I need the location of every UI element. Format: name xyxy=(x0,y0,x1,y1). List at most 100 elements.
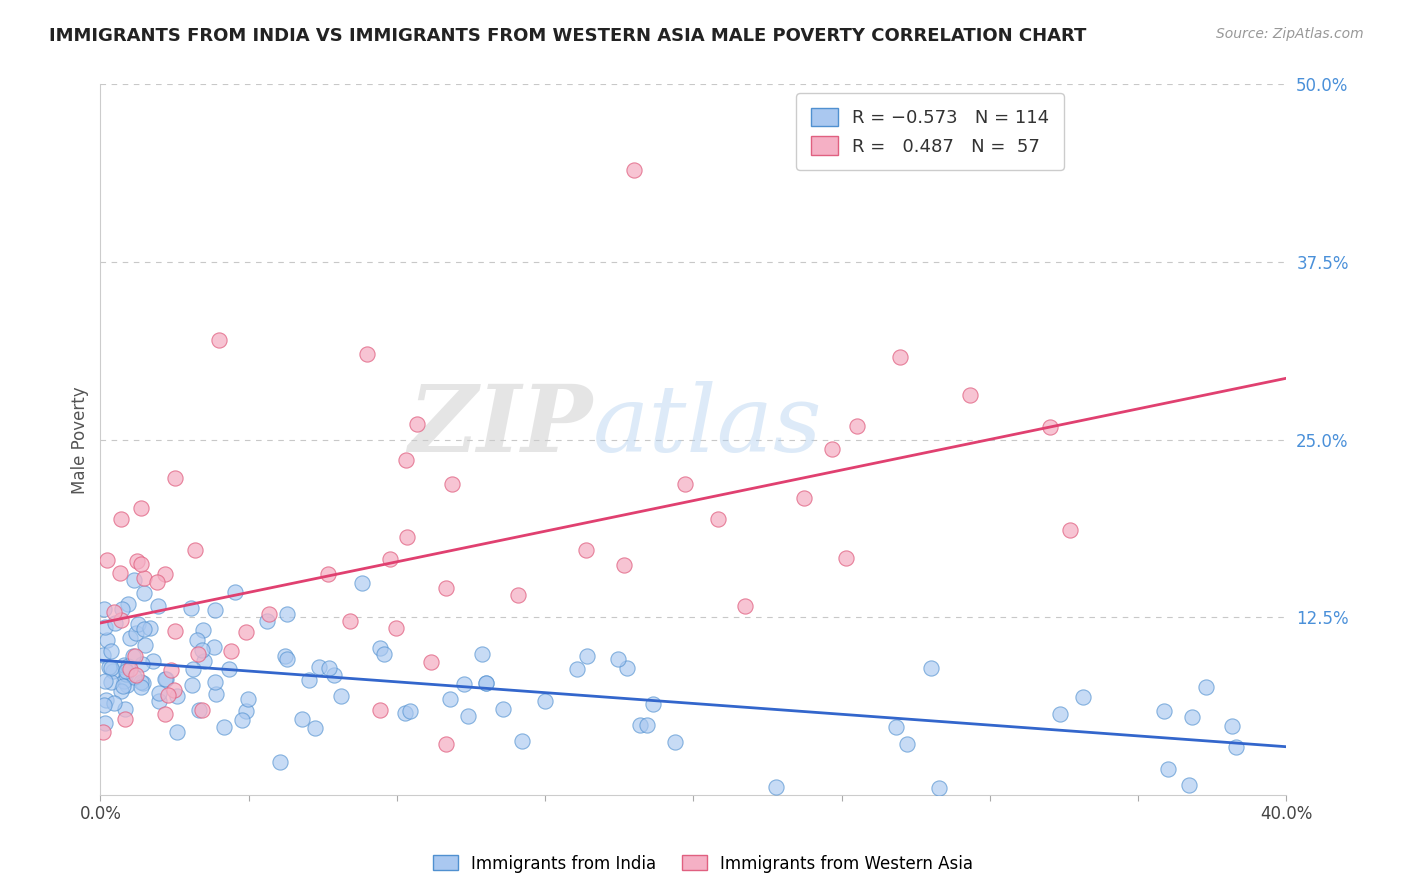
Point xyxy=(193,654,215,668)
Point xyxy=(575,648,598,663)
Point xyxy=(103,696,125,710)
Point xyxy=(112,658,135,673)
Point xyxy=(1157,762,1180,776)
Point xyxy=(183,662,205,676)
Point xyxy=(191,642,214,657)
Point xyxy=(184,542,207,557)
Point xyxy=(628,717,651,731)
Point xyxy=(352,575,374,590)
Point xyxy=(153,567,176,582)
Point xyxy=(218,662,240,676)
Point xyxy=(1225,740,1247,755)
Point xyxy=(1049,707,1071,722)
Point xyxy=(508,588,530,602)
Point xyxy=(129,500,152,515)
Point xyxy=(291,712,314,726)
Legend: Immigrants from India, Immigrants from Western Asia: Immigrants from India, Immigrants from W… xyxy=(426,848,980,880)
Point xyxy=(607,652,630,666)
Point xyxy=(512,734,534,748)
Point xyxy=(153,706,176,721)
Point xyxy=(384,621,406,635)
Point xyxy=(139,621,162,635)
Point xyxy=(103,606,125,620)
Point xyxy=(204,674,226,689)
Point xyxy=(104,616,127,631)
Point xyxy=(114,712,136,726)
Point xyxy=(112,674,135,689)
Point xyxy=(846,418,869,433)
Point xyxy=(94,620,117,634)
Point xyxy=(117,659,139,673)
Point xyxy=(91,725,114,739)
Point xyxy=(889,351,911,365)
Legend: R = −0.573   N = 114, R =   0.487   N =  57: R = −0.573 N = 114, R = 0.487 N = 57 xyxy=(796,94,1064,170)
Point xyxy=(96,553,118,567)
Point xyxy=(115,678,138,692)
Text: ZIP: ZIP xyxy=(408,381,592,471)
Point xyxy=(166,689,188,703)
Point xyxy=(623,162,645,177)
Point xyxy=(127,617,149,632)
Point xyxy=(162,682,184,697)
Y-axis label: Male Poverty: Male Poverty xyxy=(72,386,89,493)
Point xyxy=(636,718,658,732)
Point xyxy=(886,720,908,734)
Point xyxy=(928,780,950,795)
Point xyxy=(420,655,443,669)
Point xyxy=(920,661,942,675)
Point xyxy=(187,702,209,716)
Point xyxy=(236,692,259,706)
Point xyxy=(204,602,226,616)
Point xyxy=(111,679,134,693)
Point xyxy=(115,666,138,681)
Point xyxy=(330,689,353,703)
Point xyxy=(440,476,463,491)
Point xyxy=(475,675,498,690)
Point xyxy=(156,688,179,702)
Point xyxy=(148,694,170,708)
Point xyxy=(129,675,152,690)
Point xyxy=(131,657,153,671)
Point xyxy=(132,622,155,636)
Point xyxy=(186,633,208,648)
Text: IMMIGRANTS FROM INDIA VS IMMIGRANTS FROM WESTERN ASIA MALE POVERTY CORRELATION C: IMMIGRANTS FROM INDIA VS IMMIGRANTS FROM… xyxy=(49,27,1087,45)
Point xyxy=(134,571,156,585)
Point xyxy=(394,706,416,720)
Point xyxy=(118,631,141,645)
Point xyxy=(1153,704,1175,718)
Point xyxy=(959,388,981,402)
Point xyxy=(453,677,475,691)
Point xyxy=(308,660,330,674)
Point xyxy=(94,715,117,730)
Point xyxy=(111,601,134,615)
Point xyxy=(1071,690,1094,704)
Point xyxy=(114,702,136,716)
Text: atlas: atlas xyxy=(592,381,823,471)
Point xyxy=(565,662,588,676)
Point xyxy=(153,672,176,686)
Point xyxy=(125,667,148,681)
Point xyxy=(110,684,132,698)
Point xyxy=(256,615,278,629)
Point xyxy=(396,530,419,544)
Point xyxy=(356,347,378,361)
Point xyxy=(613,558,636,572)
Point xyxy=(406,417,429,431)
Point xyxy=(471,647,494,661)
Point xyxy=(110,613,132,627)
Point xyxy=(373,647,395,661)
Point xyxy=(235,625,257,640)
Point xyxy=(110,512,132,526)
Point xyxy=(575,542,598,557)
Point xyxy=(166,725,188,739)
Point xyxy=(193,623,215,637)
Point xyxy=(896,737,918,751)
Point xyxy=(132,586,155,600)
Point xyxy=(224,584,246,599)
Point xyxy=(142,654,165,668)
Point xyxy=(734,599,756,613)
Point xyxy=(616,661,638,675)
Point xyxy=(165,471,187,485)
Point xyxy=(235,704,257,718)
Point xyxy=(1195,680,1218,694)
